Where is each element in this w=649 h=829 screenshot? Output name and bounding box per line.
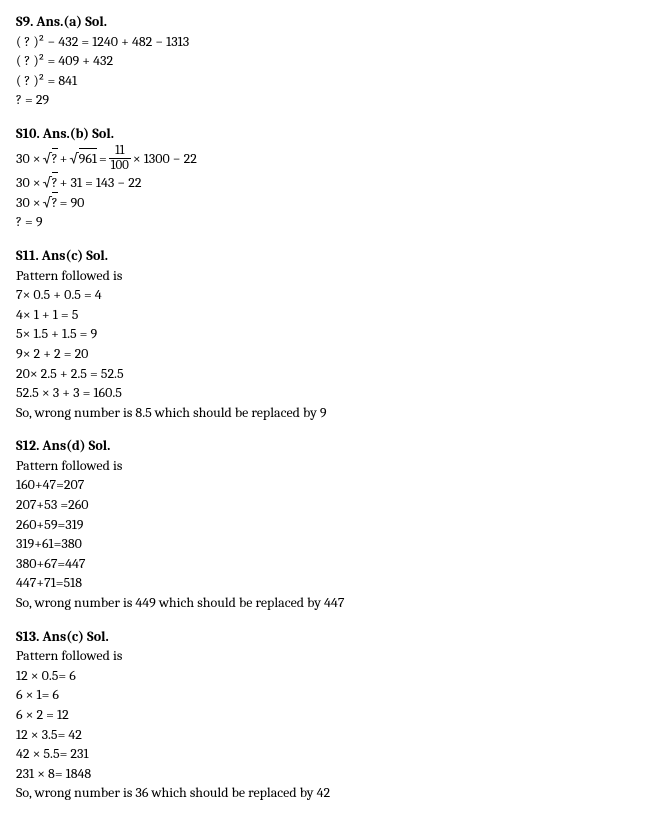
solution-11-line-3: 5× 1.5 + 1.5 = 9 xyxy=(16,324,633,344)
solution-12-line-6: 447+71=518 xyxy=(16,573,633,593)
solution-11-line-6: 52.5 × 3 + 3 = 160.5 xyxy=(16,383,633,403)
solution-12-line-5: 380+67=447 xyxy=(16,554,633,574)
solution-13-header: S13. Ans(c) Sol. xyxy=(16,627,633,647)
sqrt-q: ? xyxy=(43,173,58,193)
solution-13: S13. Ans(c) Sol. Pattern followed is 12 … xyxy=(16,627,633,803)
sqrt-q: ? xyxy=(43,193,58,213)
solution-10-line-3: 30 × ? = 90 xyxy=(16,193,633,213)
sqrt-q: ? xyxy=(43,149,58,169)
solution-11-conclusion: So, wrong number is 8.5 which should be … xyxy=(16,403,633,423)
solution-13-line-3: 6 × 2 = 12 xyxy=(16,705,633,725)
solution-12-header: S12. Ans(d) Sol. xyxy=(16,436,633,456)
text: 30 × xyxy=(16,193,41,213)
sqrt-961: 961 xyxy=(69,149,97,169)
solution-10: S10. Ans.(b) Sol. 30 × ? + 961 = 11 100 … xyxy=(16,124,633,232)
solution-9-header: S9. Ans.(a) Sol. xyxy=(16,12,633,32)
solution-10-header: S10. Ans.(b) Sol. xyxy=(16,124,633,144)
text: 30 × xyxy=(16,173,41,193)
text: + 31 = 143 − 22 xyxy=(60,173,142,193)
solution-9-line-4: ? = 29 xyxy=(16,90,633,110)
solution-10-line-4: ? = 9 xyxy=(16,212,633,232)
solution-11-intro: Pattern followed is xyxy=(16,266,633,286)
solution-11-line-4: 9× 2 + 2 = 20 xyxy=(16,344,633,364)
solution-13-line-5: 42 × 5.5= 231 xyxy=(16,744,633,764)
solution-13-line-2: 6 × 1= 6 xyxy=(16,685,633,705)
solution-11-line-2: 4× 1 + 1 = 5 xyxy=(16,305,633,325)
numerator: 11 xyxy=(109,144,131,159)
solution-10-line-1: 30 × ? + 961 = 11 100 × 1300 − 22 xyxy=(16,144,633,174)
solution-12-intro: Pattern followed is xyxy=(16,456,633,476)
denominator: 100 xyxy=(109,159,131,173)
solution-13-conclusion: So, wrong number is 36 which should be r… xyxy=(16,783,633,803)
text: = xyxy=(99,149,107,169)
solution-11-line-5: 20× 2.5 + 2.5 = 52.5 xyxy=(16,364,633,384)
text: × 1300 − 22 xyxy=(133,149,197,169)
solution-13-intro: Pattern followed is xyxy=(16,646,633,666)
text: 30 × xyxy=(16,149,41,169)
solution-11-header: S11. Ans(c) Sol. xyxy=(16,246,633,266)
solution-13-line-1: 12 × 0.5= 6 xyxy=(16,666,633,686)
text: + xyxy=(60,149,68,169)
solution-13-line-6: 231 × 8= 1848 xyxy=(16,764,633,784)
solution-13-line-4: 12 × 3.5= 42 xyxy=(16,725,633,745)
solution-12-line-2: 207+53 =260 xyxy=(16,495,633,515)
solution-11-line-1: 7× 0.5 + 0.5 = 4 xyxy=(16,285,633,305)
solution-12-line-4: 319+61=380 xyxy=(16,534,633,554)
solution-12-line-1: 160+47=207 xyxy=(16,475,633,495)
solution-9: S9. Ans.(a) Sol. ( ? )² − 432 = 1240 + 4… xyxy=(16,12,633,110)
solution-10-line-2: 30 × ? + 31 = 143 − 22 xyxy=(16,173,633,193)
solution-12-conclusion: So, wrong number is 449 which should be … xyxy=(16,593,633,613)
text: = 90 xyxy=(60,193,85,213)
solution-12-line-3: 260+59=319 xyxy=(16,515,633,535)
solution-9-line-2: ( ? )² = 409 + 432 xyxy=(16,51,633,71)
solution-9-line-3: ( ? )² = 841 xyxy=(16,71,633,91)
fraction: 11 100 xyxy=(109,144,131,174)
solution-12: S12. Ans(d) Sol. Pattern followed is 160… xyxy=(16,436,633,612)
solution-11: S11. Ans(c) Sol. Pattern followed is 7× … xyxy=(16,246,633,422)
solution-9-line-1: ( ? )² − 432 = 1240 + 482 − 1313 xyxy=(16,32,633,52)
